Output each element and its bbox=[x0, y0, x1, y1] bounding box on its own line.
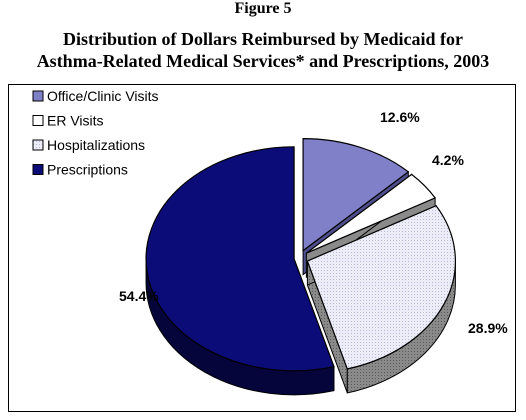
legend-swatch-office-clinic-visits bbox=[32, 90, 44, 102]
pie-slice-office-clinic-visits bbox=[302, 138, 410, 252]
figure-label: Figure 5 bbox=[234, 0, 292, 17]
data-label-er-visits: 4.2% bbox=[432, 152, 464, 168]
pie-slice-er-visits bbox=[306, 173, 437, 254]
chart-title-line1: Distribution of Dollars Reimbursed by Me… bbox=[63, 29, 463, 49]
legend-swatch-er-visits bbox=[32, 115, 44, 126]
legend-label-prescriptions: Prescriptions bbox=[47, 162, 128, 178]
pie-slices bbox=[145, 138, 456, 372]
legend-label-er-visits: ER Visits bbox=[47, 113, 104, 129]
legend-label-hospitalizations: Hospitalizations bbox=[47, 137, 145, 153]
chart-title-line2: Asthma-Related Medical Services* and Pre… bbox=[36, 51, 490, 71]
data-label-prescriptions: 54.4% bbox=[119, 288, 159, 304]
data-label-hospitalizations: 28.9% bbox=[468, 320, 508, 336]
legend-label-office-clinic-visits: Office/Clinic Visits bbox=[47, 88, 159, 104]
pie-slice-hospitalizations bbox=[306, 205, 456, 370]
pie-slice-prescriptions bbox=[145, 146, 335, 372]
pie-labels: 12.6% 4.2% 28.9% 54.4% bbox=[119, 109, 508, 336]
legend: Office/Clinic Visits ER Visits Hospitaliza… bbox=[32, 88, 159, 178]
data-label-office-clinic-visits: 12.6% bbox=[380, 109, 420, 125]
legend-swatch-hospitalizations bbox=[32, 139, 44, 151]
legend-swatch-prescriptions bbox=[32, 164, 44, 175]
